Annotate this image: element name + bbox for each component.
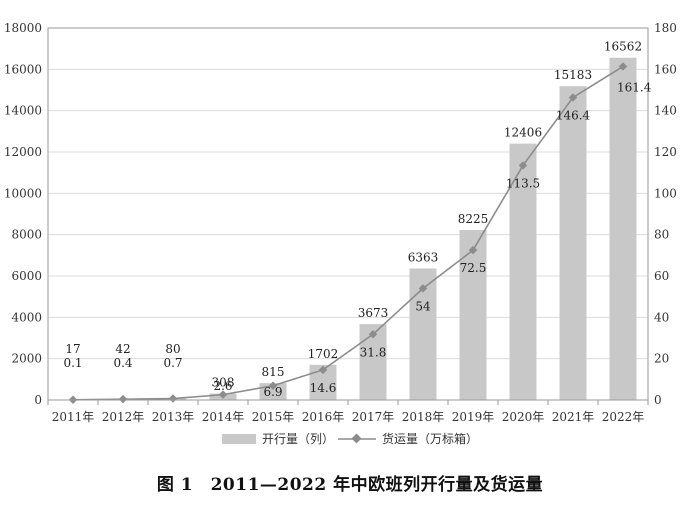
line-value-label: 72.5 (460, 261, 487, 275)
x-tick-label: 2022年 (602, 410, 645, 424)
y-left-tick-label: 12000 (4, 145, 42, 159)
x-tick-label: 2017年 (352, 410, 395, 424)
line-point (368, 330, 378, 339)
bar-value-label: 8225 (458, 212, 489, 226)
bar-value-label: 16562 (604, 40, 642, 54)
legend-bar-label: 开行量（列） (262, 432, 334, 446)
y-left-tick-label: 4000 (11, 310, 42, 324)
line-value-label: 6.9 (263, 385, 282, 399)
line-point (268, 381, 278, 390)
y-right-tick-label: 80 (654, 228, 669, 242)
y-right-tick-label: 60 (654, 269, 669, 283)
y-left-tick-label: 6000 (11, 269, 42, 283)
x-tick-label: 2011年 (52, 410, 95, 424)
x-tick-label: 2013年 (152, 410, 195, 424)
bar-value-label: 308 (212, 376, 235, 390)
x-tick-label: 2018年 (402, 410, 445, 424)
bar-value-label: 80 (165, 342, 180, 356)
line-point (318, 365, 328, 375)
chart: 0 2000 4000 6000 8000 10000 12000 14000 16000 180… (4, 21, 677, 446)
bar-value-label: 42 (115, 342, 130, 356)
y-left-tick-label: 2000 (11, 352, 42, 366)
x-tick-label: 2019年 (452, 410, 495, 424)
y-left-tick-label: 10000 (4, 186, 42, 200)
y-left-tick-label: 8000 (11, 228, 42, 242)
y-right-tick-label: 40 (654, 310, 669, 324)
figure-caption: 图 1 2011—2022 年中欧班列开行量及货运量 (156, 475, 544, 495)
bar-value-label: 6363 (408, 250, 439, 264)
line-point (118, 394, 128, 404)
bar (509, 143, 537, 401)
line-value-label: 0.1 (63, 356, 82, 370)
line-path (72, 65, 624, 401)
x-tick-label: 2020年 (502, 410, 545, 424)
legend-bar-swatch (222, 434, 256, 444)
bar-value-label: 17 (65, 342, 80, 356)
axes: 0 2000 4000 6000 8000 10000 12000 14000 16000 180… (4, 21, 677, 424)
y-right-tick-label: 0 (654, 393, 662, 407)
line-point (468, 245, 478, 255)
line-value-label: 54 (415, 299, 431, 313)
bar-value-label: 1702 (308, 347, 339, 361)
line-value-label: 14.6 (310, 381, 337, 395)
bar-value-label: 15183 (554, 68, 592, 82)
y-left-tick-label: 14000 (4, 104, 42, 118)
line-point (418, 284, 428, 293)
y-left-tick-label: 18000 (4, 21, 42, 35)
line-value-label: 113.5 (506, 176, 540, 190)
y-right-tick-label: 120 (654, 145, 677, 159)
x-tick-label: 2014年 (202, 410, 245, 424)
legend: 开行量（列） 货运量（万标箱） (222, 431, 478, 446)
bar (609, 57, 637, 401)
line-series (68, 62, 628, 405)
plot-frame (47, 27, 649, 401)
line-value-label: 161.4 (617, 80, 652, 94)
line-value-label: 146.4 (556, 108, 591, 122)
bar (559, 86, 587, 400)
line-value-label: 0.4 (113, 356, 132, 370)
line-value-label: 2.6 (213, 379, 232, 393)
y-right-tick-label: 20 (654, 352, 669, 366)
y-right-tick-label: 160 (654, 62, 677, 76)
x-tick-label: 2012年 (102, 410, 145, 424)
y-right-tick-label: 100 (654, 186, 677, 200)
y-left-tick-label: 0 (34, 393, 42, 407)
line-point (168, 394, 178, 403)
bar (459, 230, 487, 400)
legend-line-marker (351, 433, 362, 444)
y-left-tick-label: 16000 (4, 62, 42, 76)
x-tick-label: 2016年 (302, 410, 345, 424)
bar-series (59, 57, 637, 401)
bar-value-label: 12406 (504, 126, 542, 140)
y-right-tick-label: 140 (654, 104, 677, 118)
line-value-label: 0.7 (163, 356, 182, 370)
legend-line-label: 货运量（万标箱） (382, 431, 478, 446)
x-tick-label: 2021年 (552, 410, 595, 424)
line-point (218, 390, 228, 399)
bar-value-label: 815 (262, 365, 285, 379)
y-right-tick-label: 180 (654, 21, 677, 35)
x-tick-label: 2015年 (252, 410, 295, 424)
bar-value-label: 3673 (358, 306, 389, 320)
line-value-label: 31.8 (360, 345, 387, 359)
data-labels: 17 42 80 308 815 1702 3673 6363 8225 12406 15183 16… (63, 40, 651, 399)
